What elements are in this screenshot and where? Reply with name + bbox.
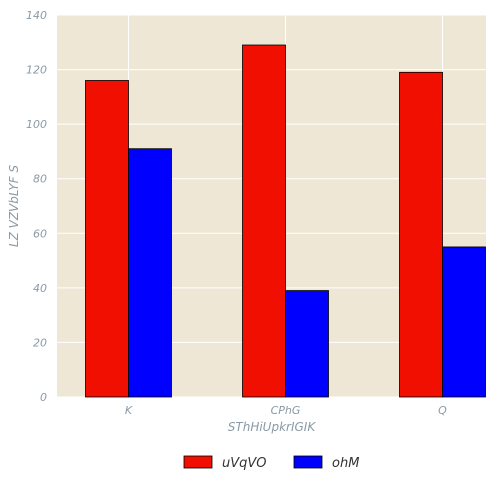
- legend-swatch: [293, 455, 323, 469]
- bars-group: [85, 44, 486, 398]
- bar-uVqVO-CPhG: [242, 44, 286, 398]
- y-tick-label: 40: [33, 282, 47, 295]
- y-tick-labels: 0 20 40 60 80 100 120 140: [26, 9, 47, 404]
- bar-ohM-Q: [442, 246, 486, 398]
- x-axis-label: SThHiUpkrIGIK: [228, 420, 317, 434]
- x-tick-label: Q: [438, 404, 447, 417]
- legend-label: ohM: [332, 456, 359, 471]
- y-tick-label: 140: [26, 9, 47, 22]
- bar-uVqVO-K: [85, 80, 129, 398]
- y-tick-label: 0: [40, 391, 47, 404]
- y-tick-label: 60: [33, 227, 47, 240]
- y-axis-label: LZ VZVbLYF S: [7, 165, 21, 248]
- bar-ohM-CPhG: [285, 290, 329, 398]
- bar-ohM-K: [128, 148, 172, 398]
- legend: uVqVO ohM: [183, 455, 359, 471]
- y-tick-label: 80: [33, 173, 47, 186]
- legend-swatch: [183, 455, 213, 469]
- y-tick-label: 20: [33, 336, 47, 349]
- x-tick-label: K: [125, 404, 133, 417]
- x-tick-label: CPhG: [271, 404, 301, 417]
- x-tick-labels: K CPhG Q: [125, 404, 447, 417]
- y-tick-label: 120: [26, 64, 47, 77]
- y-tick-label: 100: [26, 118, 47, 131]
- legend-label: uVqVO: [222, 456, 267, 471]
- bar-uVqVO-Q: [399, 71, 443, 398]
